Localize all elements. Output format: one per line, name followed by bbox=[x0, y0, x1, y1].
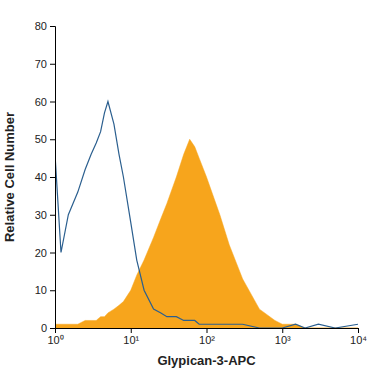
x-tick-label: 10⁰ bbox=[47, 334, 63, 346]
x-tick-label: 10⁴ bbox=[350, 334, 367, 346]
y-tick: 80 bbox=[35, 20, 55, 32]
y-tick-mark bbox=[50, 290, 55, 291]
x-tick: 10⁰ bbox=[47, 328, 63, 346]
chart: 10⁰ 10¹ 10² 10³ 10⁴ 0 10 20 30 40 50 60 70 80 Glypican… bbox=[0, 0, 375, 375]
y-tick-mark bbox=[50, 177, 55, 178]
y-axis-title: Relative Cell Number bbox=[2, 112, 17, 242]
y-tick-mark bbox=[50, 328, 55, 329]
x-tick-label: 10³ bbox=[275, 334, 291, 346]
y-tick: 50 bbox=[35, 133, 55, 145]
x-tick: 10⁴ bbox=[350, 328, 367, 346]
y-tick-label: 60 bbox=[35, 96, 47, 108]
plot: 10⁰ 10¹ 10² 10³ 10⁴ 0 10 20 30 40 50 60 70 80 bbox=[35, 20, 368, 346]
y-tick-label: 10 bbox=[35, 284, 47, 296]
y-axis-line bbox=[50, 27, 56, 329]
y-tick: 30 bbox=[35, 209, 55, 221]
y-tick-mark bbox=[50, 102, 55, 103]
y-tick-label: 40 bbox=[35, 171, 47, 183]
y-tick: 10 bbox=[35, 284, 55, 296]
y-tick-label: 80 bbox=[35, 20, 47, 32]
x-axis: 10⁰ 10¹ 10² 10³ 10⁴ bbox=[47, 328, 367, 346]
y-tick: 20 bbox=[35, 247, 55, 259]
y-tick-mark bbox=[50, 215, 55, 216]
x-tick-mark bbox=[358, 328, 359, 333]
x-tick-mark bbox=[207, 328, 208, 333]
y-tick-mark bbox=[50, 253, 55, 254]
x-tick-label: 10² bbox=[199, 334, 215, 346]
x-tick: 10³ bbox=[275, 328, 291, 346]
x-tick-label: 10¹ bbox=[123, 334, 139, 346]
y-tick-label: 30 bbox=[35, 209, 47, 221]
y-tick-mark bbox=[50, 64, 55, 65]
y-tick-label: 0 bbox=[41, 322, 47, 334]
y-tick-label: 20 bbox=[35, 247, 47, 259]
y-tick-label: 50 bbox=[35, 133, 47, 145]
y-tick-mark bbox=[50, 139, 55, 140]
y-tick: 40 bbox=[35, 171, 55, 183]
histogram-line bbox=[55, 102, 358, 329]
histogram-area bbox=[55, 139, 358, 328]
y-tick-mark bbox=[50, 26, 55, 27]
x-tick: 10¹ bbox=[123, 328, 139, 346]
y-tick: 60 bbox=[35, 96, 55, 108]
x-axis-title: Glypican-3-APC bbox=[157, 353, 256, 368]
x-tick-mark bbox=[131, 328, 132, 333]
y-tick-label: 70 bbox=[35, 58, 47, 70]
x-axis-line bbox=[56, 329, 359, 334]
y-axis: 0 10 20 30 40 50 60 70 80 bbox=[35, 20, 56, 334]
marks bbox=[55, 102, 358, 329]
y-tick: 70 bbox=[35, 58, 55, 70]
x-tick-mark bbox=[282, 328, 283, 333]
x-tick: 10² bbox=[199, 328, 215, 346]
y-tick: 0 bbox=[41, 322, 55, 334]
